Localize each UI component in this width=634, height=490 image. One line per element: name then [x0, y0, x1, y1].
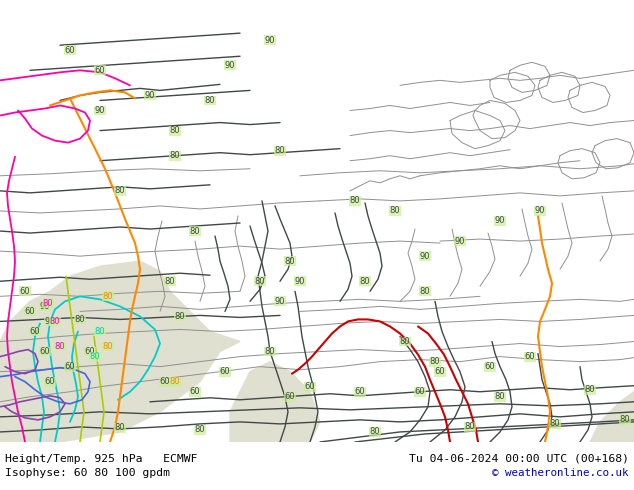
- Text: 90: 90: [145, 91, 155, 100]
- Text: 90: 90: [455, 237, 465, 245]
- Text: 80: 80: [103, 292, 113, 301]
- Text: 80: 80: [390, 206, 400, 216]
- Text: 60: 60: [435, 367, 445, 376]
- Polygon shape: [230, 362, 320, 442]
- Text: 60: 60: [94, 66, 105, 75]
- Text: 80: 80: [205, 96, 216, 105]
- Text: 90: 90: [265, 36, 275, 45]
- Text: 60: 60: [484, 362, 495, 371]
- Text: 80: 80: [55, 342, 65, 351]
- Text: 60: 60: [85, 347, 95, 356]
- Text: 80: 80: [465, 422, 476, 431]
- Polygon shape: [0, 261, 240, 442]
- Text: © weatheronline.co.uk: © weatheronline.co.uk: [493, 468, 629, 478]
- Text: 90: 90: [495, 217, 505, 225]
- Text: 60: 60: [44, 377, 55, 386]
- Text: 90: 90: [275, 297, 285, 306]
- Text: 90: 90: [224, 61, 235, 70]
- Text: Height/Temp. 925 hPa   ECMWF: Height/Temp. 925 hPa ECMWF: [5, 454, 198, 464]
- Text: 60: 60: [65, 46, 75, 55]
- Text: 80: 80: [619, 416, 630, 424]
- Text: 80: 80: [399, 337, 410, 346]
- Text: 60: 60: [190, 387, 200, 396]
- Polygon shape: [590, 392, 634, 442]
- Text: 80: 80: [49, 317, 60, 326]
- Text: 60: 60: [30, 327, 41, 336]
- Text: 90: 90: [40, 302, 50, 311]
- Text: 60: 60: [525, 352, 535, 361]
- Text: 80: 80: [115, 423, 126, 432]
- Text: 90: 90: [295, 277, 305, 286]
- Text: 80: 80: [195, 425, 205, 435]
- Text: 80: 80: [255, 277, 265, 286]
- Text: 80: 80: [264, 347, 275, 356]
- Text: 80: 80: [42, 299, 53, 308]
- Text: 80: 80: [89, 352, 100, 361]
- Text: 80: 80: [175, 312, 185, 321]
- Text: 60: 60: [40, 347, 50, 356]
- Text: 90: 90: [94, 106, 105, 115]
- Text: 80: 80: [170, 151, 180, 160]
- Text: 60: 60: [65, 362, 75, 371]
- Text: Tu 04-06-2024 00:00 UTC (00+168): Tu 04-06-2024 00:00 UTC (00+168): [409, 454, 629, 464]
- Text: 60: 60: [354, 387, 365, 396]
- Text: 80: 80: [190, 226, 200, 236]
- Text: 90: 90: [420, 252, 430, 261]
- Text: 60: 60: [305, 382, 315, 391]
- Text: 80: 80: [275, 146, 285, 155]
- Text: 80: 80: [550, 419, 560, 428]
- Text: 80: 80: [370, 427, 380, 437]
- Text: 80: 80: [359, 277, 370, 286]
- Text: 80: 80: [75, 315, 86, 324]
- Text: 80: 80: [115, 186, 126, 196]
- Text: 80: 80: [170, 377, 180, 386]
- Text: 80: 80: [420, 287, 430, 296]
- Text: 80: 80: [94, 327, 105, 336]
- Text: 80: 80: [430, 357, 440, 366]
- Text: 80: 80: [103, 342, 113, 351]
- Text: 60: 60: [285, 392, 295, 401]
- Text: 80: 80: [585, 385, 595, 394]
- Text: 60: 60: [25, 307, 36, 316]
- Text: 80: 80: [350, 196, 360, 205]
- Text: 80: 80: [170, 126, 180, 135]
- Text: 60: 60: [160, 377, 171, 386]
- Text: 80: 80: [285, 257, 295, 266]
- Text: 60: 60: [415, 387, 425, 396]
- Text: 60: 60: [20, 287, 30, 296]
- Text: 80: 80: [165, 277, 176, 286]
- Text: 80: 80: [495, 392, 505, 401]
- Text: 90: 90: [45, 317, 55, 326]
- Text: Isophyse: 60 80 100 gpdm: Isophyse: 60 80 100 gpdm: [5, 468, 170, 478]
- Text: 60: 60: [220, 367, 230, 376]
- Text: 90: 90: [534, 206, 545, 216]
